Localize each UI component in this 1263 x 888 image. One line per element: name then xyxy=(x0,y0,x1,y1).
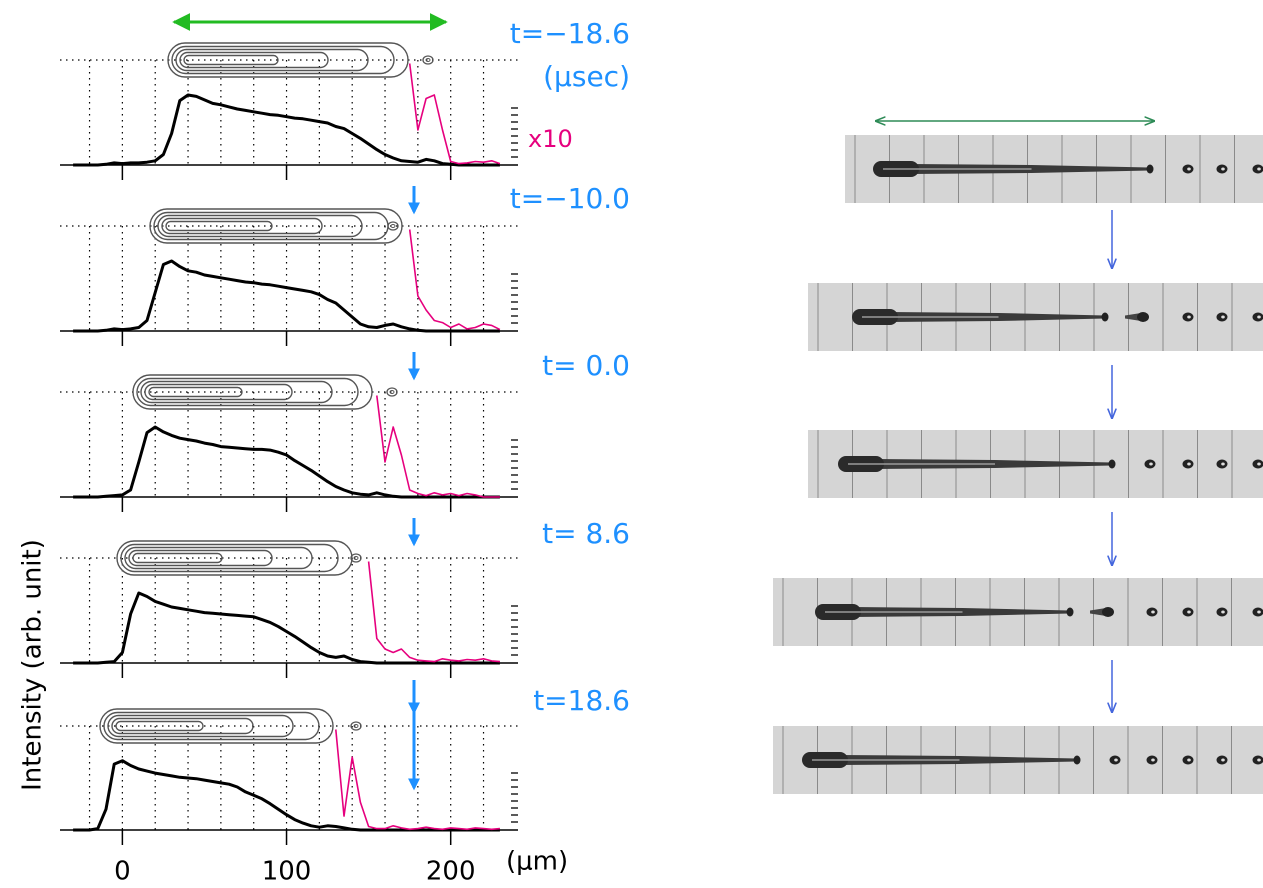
droplet-highlight xyxy=(1221,316,1225,319)
filament-image xyxy=(773,578,1263,646)
contour xyxy=(116,722,203,731)
droplet-highlight xyxy=(1257,168,1261,171)
time-label: t= 0.0 xyxy=(542,349,630,382)
intensity-line xyxy=(73,95,500,165)
intensity-x10-line xyxy=(410,64,500,164)
time-label: t=−10.0 xyxy=(510,182,630,215)
droplet-highlight xyxy=(1187,168,1191,171)
droplet-highlight xyxy=(1257,316,1261,319)
satellite-head xyxy=(1102,607,1114,617)
figure: t=−18.6 (μsec) x10 t=−10.0 t= 0.0 t= 8.6 0 100 2… xyxy=(0,0,1263,888)
contour-satellite xyxy=(391,225,395,228)
droplet-highlight xyxy=(1221,611,1225,614)
droplet-highlight xyxy=(1221,463,1225,466)
satellite-head xyxy=(1137,312,1149,322)
unit-label: (μsec) xyxy=(543,60,630,93)
filament-tip xyxy=(1147,165,1154,174)
droplet-highlight xyxy=(1257,611,1261,614)
y-axis-label: Intensity (arb. unit) xyxy=(18,539,48,791)
filament-images xyxy=(773,135,1263,794)
droplet-highlight xyxy=(1114,759,1118,762)
droplet-highlight xyxy=(1187,611,1191,614)
droplet-highlight xyxy=(1151,759,1155,762)
droplet-highlight xyxy=(1221,168,1225,171)
scale-label: x10 xyxy=(528,125,573,153)
time-label: t=18.6 xyxy=(533,684,630,717)
contour-satellite xyxy=(387,388,397,396)
intensity-x10-line xyxy=(377,396,500,498)
contour xyxy=(145,385,292,400)
x-tick-label: 200 xyxy=(426,857,476,887)
page: t=−18.6 (μsec) x10 t=−10.0 t= 0.0 t= 8.6 0 100 2… xyxy=(0,0,1263,888)
filament-image xyxy=(808,430,1263,498)
time-label: t=−18.6 xyxy=(510,17,630,50)
intensity-x10-line xyxy=(410,230,500,330)
contour xyxy=(166,222,272,231)
filament-image xyxy=(773,726,1263,794)
droplet-highlight xyxy=(1257,463,1261,466)
contour-satellite xyxy=(423,56,433,64)
droplet-highlight xyxy=(1187,463,1191,466)
filament-tip xyxy=(1109,460,1116,469)
profile-panels: t=−18.6 (μsec) x10 t=−10.0 t= 0.0 t= 8.6 0 100 2… xyxy=(18,17,631,887)
x-tick-label: 100 xyxy=(262,857,312,887)
profile-panel: 0 100 200 t=18.6 (μm) Intensity (arb. unit) xyxy=(18,539,631,886)
contour xyxy=(133,554,222,563)
filament-image xyxy=(808,283,1263,351)
filament-tip xyxy=(1074,756,1081,765)
profile-panel: t= 8.6 xyxy=(60,517,630,712)
droplet-highlight xyxy=(1187,759,1191,762)
intensity-line xyxy=(73,427,500,497)
x-tick-label: 0 xyxy=(114,857,131,887)
intensity-line xyxy=(73,593,500,663)
filament-tip xyxy=(1102,313,1109,322)
droplet-highlight xyxy=(1257,759,1261,762)
droplet-highlight xyxy=(1187,316,1191,319)
droplet-highlight xyxy=(1151,611,1155,614)
intensity-line xyxy=(73,761,500,830)
droplet-highlight xyxy=(1221,759,1225,762)
droplet-highlight xyxy=(1149,463,1153,466)
x-axis-label: (μm) xyxy=(506,847,568,877)
intensity-x10-line xyxy=(369,562,500,662)
filament-tip xyxy=(1067,608,1074,617)
profile-panel: t= 0.0 xyxy=(60,349,630,544)
time-label: t= 8.6 xyxy=(542,517,630,550)
filament-image xyxy=(845,135,1263,203)
